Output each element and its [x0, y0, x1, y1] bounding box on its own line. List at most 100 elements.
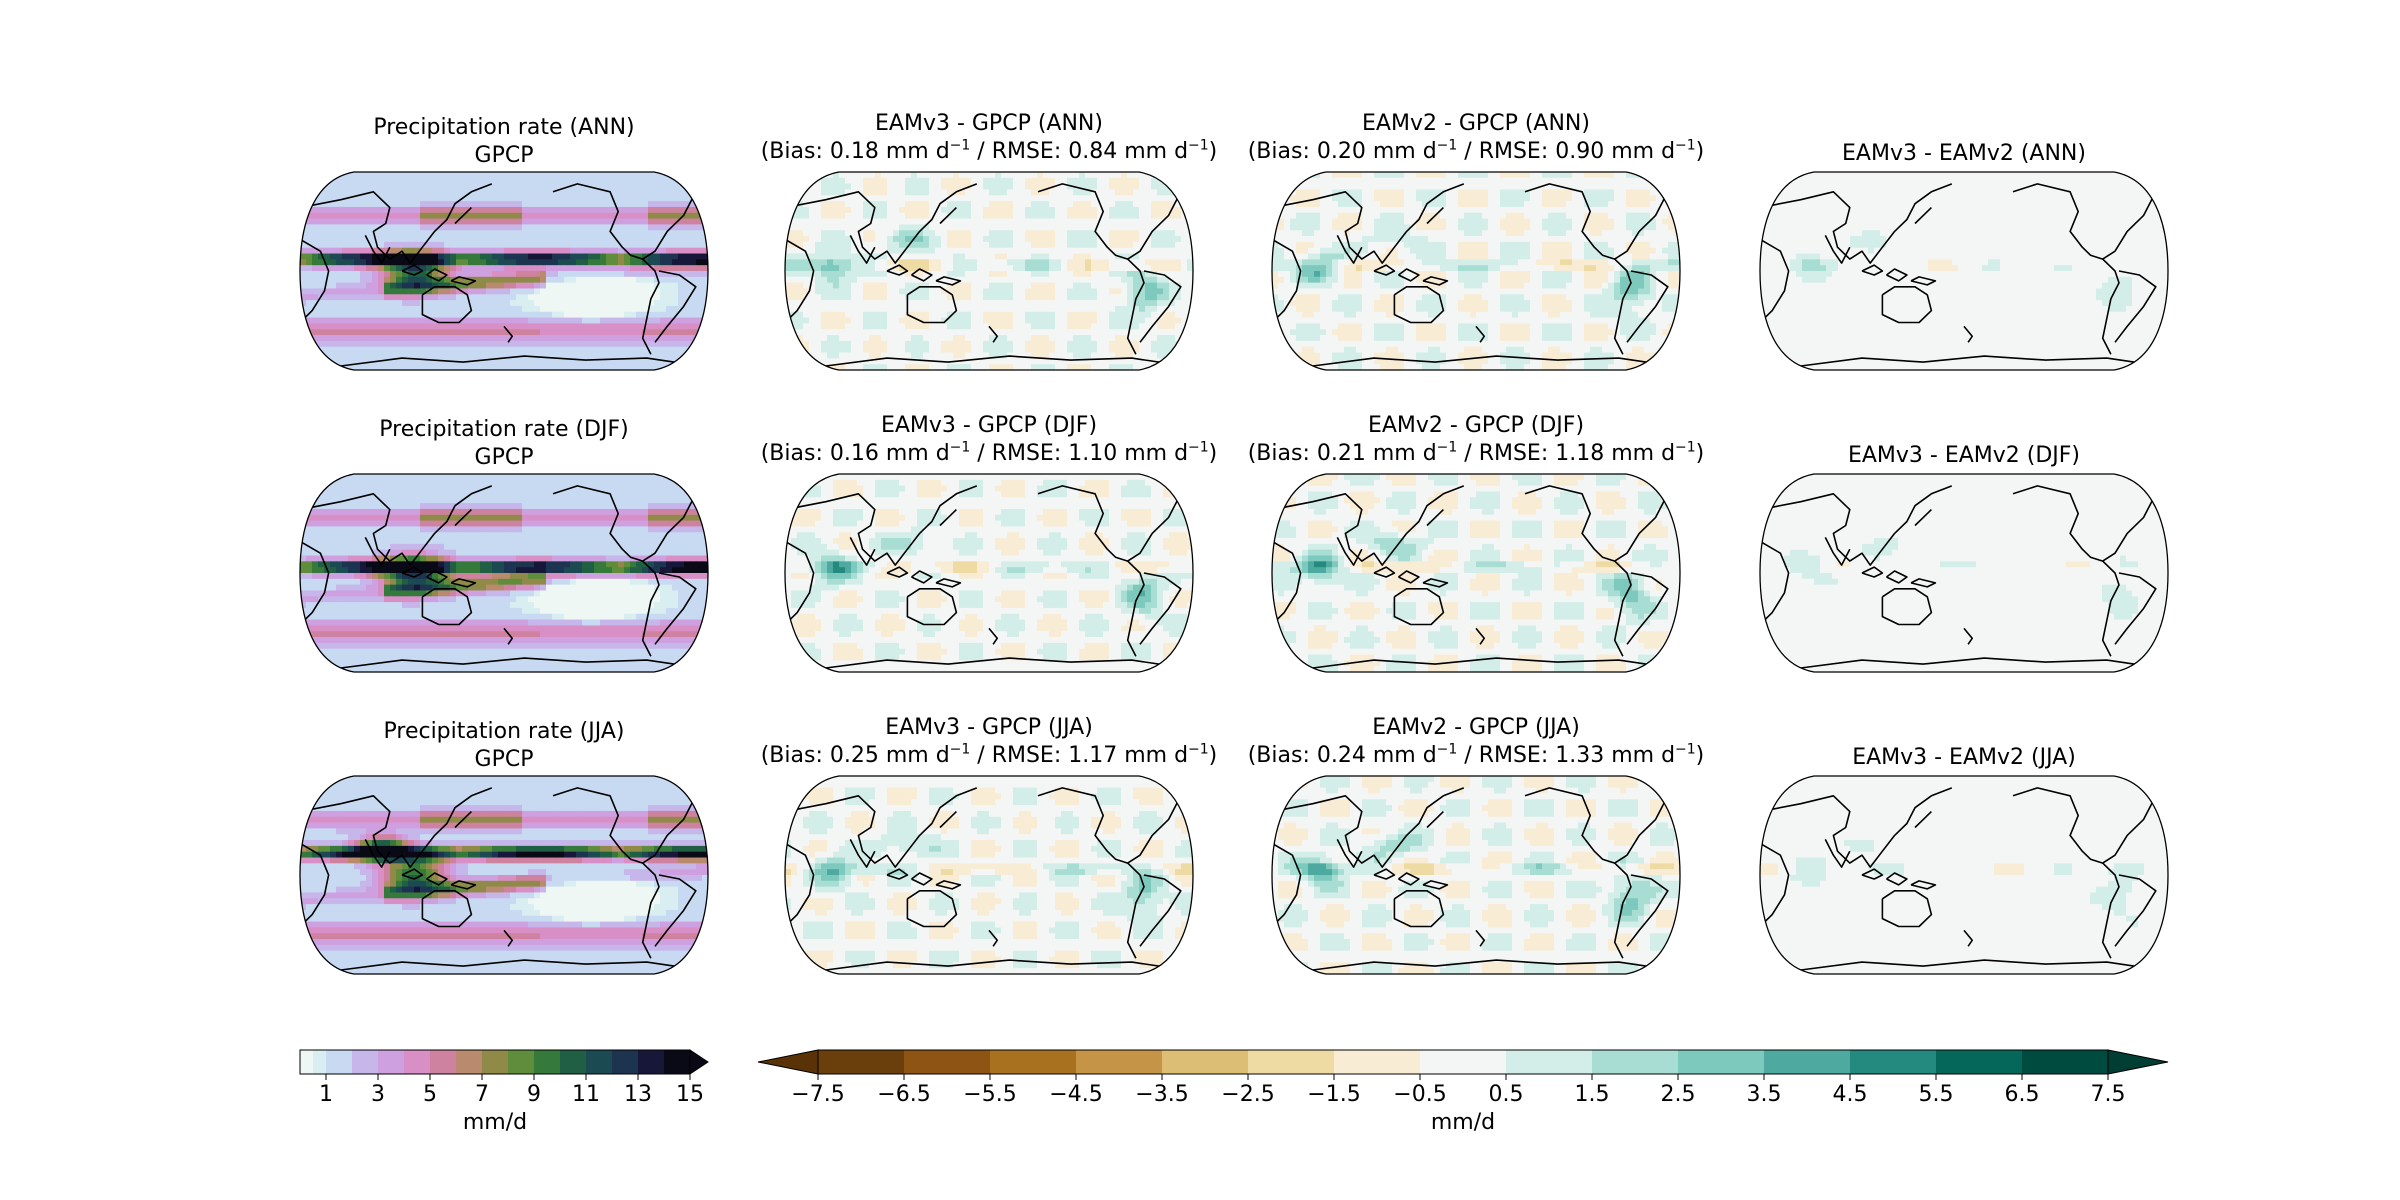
- grid-cell: [354, 201, 361, 208]
- grid-cell: [450, 311, 457, 319]
- grid-cell: [1157, 259, 1164, 266]
- grid-cell: [594, 259, 601, 266]
- grid-cell: [1115, 288, 1122, 295]
- grid-cell: [941, 329, 948, 336]
- grid-cell: [426, 212, 433, 220]
- grid-cell: [947, 218, 954, 226]
- grid-cell: [456, 206, 463, 214]
- grid-cell: [1085, 189, 1092, 196]
- grid-cell: [444, 311, 451, 319]
- grid-cell: [630, 189, 637, 196]
- grid-cell: [576, 241, 583, 249]
- grid-cell: [809, 346, 816, 354]
- grid-cell: [372, 329, 379, 336]
- grid-cell: [510, 271, 517, 278]
- grid-cell: [438, 305, 445, 313]
- grid-cell: [516, 189, 523, 196]
- grid-cell: [893, 346, 900, 354]
- grid-cell: [690, 317, 697, 325]
- grid-cell: [324, 329, 331, 336]
- grid-cell: [582, 346, 589, 354]
- grid-cell: [959, 288, 966, 295]
- grid-cell: [438, 212, 445, 220]
- grid-cell: [474, 224, 481, 231]
- grid-cell: [1103, 201, 1110, 208]
- grid-cell: [947, 259, 954, 266]
- grid-cell: [977, 300, 984, 307]
- grid-cell: [366, 276, 373, 284]
- grid-cell: [534, 218, 541, 226]
- grid-cell: [366, 230, 373, 237]
- grid-cell: [312, 358, 319, 365]
- grid-cell: [929, 265, 936, 272]
- grid-cell: [995, 305, 1002, 313]
- grid-cell: [1506, 195, 1513, 202]
- grid-cell: [678, 189, 685, 196]
- grid-cell: [396, 195, 403, 202]
- grid-cell: [672, 340, 679, 348]
- grid-cell: [432, 201, 439, 208]
- grid-cell: [1079, 265, 1086, 272]
- grid-cell: [522, 218, 529, 226]
- grid-cell: [1103, 294, 1110, 301]
- grid-cell: [887, 172, 894, 179]
- grid-cell: [1079, 311, 1086, 319]
- grid-cell: [1013, 212, 1020, 220]
- grid-cell: [947, 241, 954, 249]
- grid-cell: [815, 335, 822, 342]
- grid-cell: [1151, 329, 1158, 336]
- grid-cell: [672, 241, 679, 249]
- grid-cell: [911, 311, 918, 319]
- grid-cell: [1025, 305, 1032, 313]
- grid-cell: [935, 236, 942, 243]
- grid-cell: [384, 358, 391, 365]
- grid-cell: [486, 346, 493, 354]
- grid-cell: [660, 311, 667, 319]
- grid-cell: [684, 358, 691, 365]
- grid-cell: [438, 300, 445, 307]
- grid-cell: [863, 177, 870, 185]
- grid-cell: [582, 335, 589, 342]
- grid-cell: [1434, 195, 1441, 202]
- grid-cell: [863, 271, 870, 278]
- grid-cell: [905, 259, 912, 266]
- grid-cell: [1145, 358, 1152, 365]
- grid-cell: [1073, 195, 1080, 202]
- grid-cell: [570, 247, 577, 255]
- grid-cell: [1668, 172, 1675, 179]
- coastline: [988, 325, 998, 343]
- grid-cell: [468, 352, 475, 359]
- grid-cell: [965, 241, 972, 249]
- grid-cell: [576, 271, 583, 278]
- grid-cell: [474, 358, 481, 365]
- grid-cell: [1175, 259, 1182, 266]
- grid-cell: [1073, 212, 1080, 220]
- grid-cell: [384, 172, 391, 179]
- grid-cell: [1109, 271, 1116, 278]
- grid-cell: [1187, 189, 1193, 196]
- grid-cell: [821, 305, 828, 313]
- grid-cell: [905, 288, 912, 295]
- grid-cell: [1157, 236, 1164, 243]
- grid-cell: [833, 253, 840, 260]
- grid-cell: [318, 218, 325, 226]
- grid-cell: [1109, 265, 1116, 272]
- grid-cell: [696, 282, 703, 290]
- grid-cell: [468, 212, 475, 220]
- grid-cell: [1560, 195, 1567, 202]
- grid-cell: [1157, 201, 1164, 208]
- grid-cell: [1181, 346, 1188, 354]
- grid-cell: [546, 352, 553, 359]
- grid-cell: [462, 346, 469, 354]
- grid-cell: [552, 259, 559, 266]
- grid-cell: [498, 335, 505, 342]
- grid-cell: [432, 300, 439, 307]
- grid-cell: [905, 305, 912, 313]
- grid-cell: [318, 329, 325, 336]
- grid-cell: [1013, 177, 1020, 185]
- grid-cell: [1121, 236, 1128, 243]
- grid-cell: [1133, 201, 1140, 208]
- grid-cell: [905, 358, 912, 365]
- grid-cell: [318, 195, 325, 202]
- grid-cell: [1332, 183, 1339, 191]
